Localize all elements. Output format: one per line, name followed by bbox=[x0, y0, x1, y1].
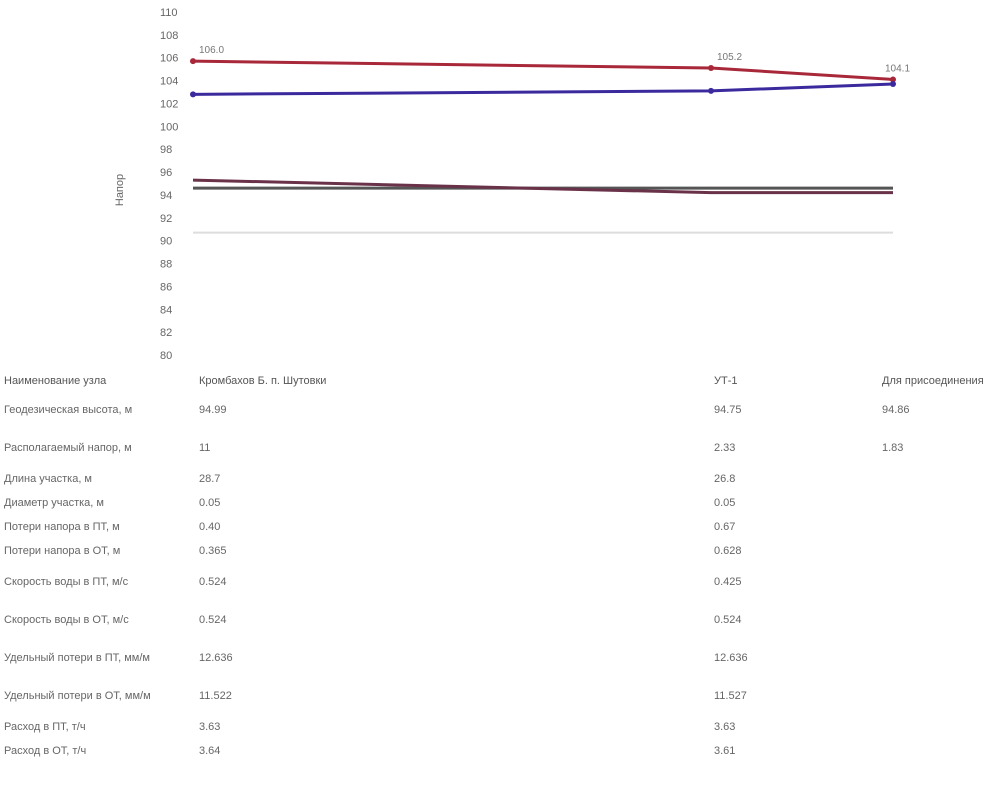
table-cell: 94.75 bbox=[714, 404, 742, 416]
series-point[interactable] bbox=[890, 81, 896, 88]
row-label: Скорость воды в ОТ, м/с bbox=[4, 614, 129, 626]
table-cell: 0.524 bbox=[199, 614, 227, 626]
series-point[interactable] bbox=[708, 87, 714, 94]
table-cell: 0.365 bbox=[199, 545, 227, 557]
y-axis-label: Напор bbox=[114, 174, 126, 206]
data-label: 105.2 bbox=[717, 52, 742, 63]
y-tick-label: 108 bbox=[160, 30, 178, 42]
table-cell: 11.522 bbox=[199, 690, 232, 702]
table-cell: 3.63 bbox=[199, 721, 221, 733]
table-cell: 3.64 bbox=[199, 745, 221, 757]
table-cell: 0.05 bbox=[714, 497, 736, 509]
table-cell: 2.33 bbox=[714, 442, 736, 454]
column-header: Кромбахов Б. п. Шутовки bbox=[199, 375, 327, 387]
row-label: Геодезическая высота, м bbox=[4, 404, 133, 416]
y-tick-label: 98 bbox=[160, 144, 172, 156]
y-tick-label: 94 bbox=[160, 190, 172, 202]
table-cell: 0.05 bbox=[199, 497, 221, 509]
table-cell bbox=[882, 491, 1002, 515]
table-cell bbox=[882, 539, 1002, 563]
row-label: Располагаемый напор, м bbox=[4, 442, 132, 454]
y-tick-label: 90 bbox=[160, 236, 172, 248]
row-label: Диаметр участка, м bbox=[4, 497, 104, 509]
table-cell bbox=[882, 739, 1002, 763]
table-row: Расход в ПТ, т/ч 3.63 3.63 bbox=[0, 715, 1002, 739]
y-tick-label: 88 bbox=[160, 259, 172, 271]
table-cell: 94.99 bbox=[199, 404, 227, 416]
table-row: Потери напора в ПТ, м 0.40 0.67 bbox=[0, 515, 1002, 539]
y-tick-label: 104 bbox=[160, 76, 178, 88]
y-tick-label: 92 bbox=[160, 213, 172, 225]
column-header: УТ-1 bbox=[714, 375, 738, 387]
data-labels: 106.0 105.2 104.1 bbox=[199, 45, 910, 74]
table-row: Расход в ОТ, т/ч 3.64 3.61 bbox=[0, 739, 1002, 763]
series-point[interactable] bbox=[190, 91, 196, 98]
row-label: Длина участка, м bbox=[4, 473, 92, 485]
table-cell bbox=[882, 715, 1002, 739]
table-cell: 3.63 bbox=[714, 721, 736, 733]
table-row: Диаметр участка, м 0.05 0.05 bbox=[0, 491, 1002, 515]
table-row: Удельный потери в ПТ, мм/м 12.636 12.636 bbox=[0, 639, 1002, 677]
column-header: Наименование узла bbox=[4, 375, 107, 387]
table-cell: 0.524 bbox=[714, 614, 742, 626]
table-cell: 12.636 bbox=[199, 652, 233, 664]
y-tick-label: 86 bbox=[160, 281, 172, 293]
table-cell: 1.83 bbox=[882, 442, 904, 454]
table-cell: 0.425 bbox=[714, 576, 742, 588]
row-label: Потери напора в ПТ, м bbox=[4, 521, 120, 533]
table-row: Скорость воды в ОТ, м/с 0.524 0.524 bbox=[0, 601, 1002, 639]
piezometric-chart: 110 108 106 104 102 100 98 96 94 92 90 88 86 84 82 80 1… bbox=[114, 7, 910, 362]
table-row: Потери напора в ОТ, м 0.365 0.628 bbox=[0, 539, 1002, 563]
y-tick-label: 106 bbox=[160, 53, 178, 65]
table-cell: 0.524 bbox=[199, 576, 227, 588]
table-cell bbox=[882, 563, 1002, 601]
table-cell: 11.527 bbox=[714, 690, 747, 702]
table-cell: 94.86 bbox=[882, 404, 910, 416]
table-row: Длина участка, м 28.7 26.8 bbox=[0, 467, 1002, 491]
table-row: Геодезическая высота, м 94.99 94.75 94.86 bbox=[0, 391, 1002, 429]
table-row: Удельный потери в ОТ, мм/м 11.522 11.527 bbox=[0, 677, 1002, 715]
table-row: Скорость воды в ПТ, м/с 0.524 0.425 bbox=[0, 563, 1002, 601]
y-tick-label: 80 bbox=[160, 350, 172, 362]
table-row: Располагаемый напор, м 11 2.33 1.83 bbox=[0, 429, 1002, 467]
series-line-3 bbox=[192, 178, 893, 195]
table-cell: 11 bbox=[199, 442, 211, 454]
y-tick-label: 84 bbox=[160, 304, 172, 316]
y-tick-label: 100 bbox=[160, 121, 178, 133]
table-cell: 28.7 bbox=[199, 473, 221, 485]
table-cell: 12.636 bbox=[714, 652, 748, 664]
series-line-1 bbox=[192, 82, 894, 96]
table-cell bbox=[882, 601, 1002, 639]
series-point[interactable] bbox=[708, 65, 714, 72]
row-label: Удельный потери в ПТ, мм/м bbox=[4, 652, 150, 664]
table-cell: 0.40 bbox=[199, 521, 221, 533]
series-point[interactable] bbox=[190, 58, 196, 65]
piezometer-table: Наименование узла Кромбахов Б. п. Шутовк… bbox=[0, 371, 1002, 763]
table-cell: 3.61 bbox=[714, 745, 736, 757]
series-layer bbox=[190, 58, 896, 234]
y-tick-label: 102 bbox=[160, 98, 178, 110]
row-label: Расход в ОТ, т/ч bbox=[4, 745, 87, 757]
table-cell bbox=[882, 677, 1002, 715]
table-cell: 0.67 bbox=[714, 521, 736, 533]
row-label: Потери напора в ОТ, м bbox=[4, 545, 121, 557]
table-cell: 0.628 bbox=[714, 545, 742, 557]
y-tick-label: 82 bbox=[160, 327, 172, 339]
series-line-0 bbox=[192, 59, 894, 81]
y-tick-label: 110 bbox=[160, 7, 178, 19]
data-label: 104.1 bbox=[885, 63, 910, 74]
data-label: 106.0 bbox=[199, 45, 224, 56]
y-tick-label: 96 bbox=[160, 167, 172, 179]
table-cell bbox=[882, 639, 1002, 677]
row-label: Удельный потери в ОТ, мм/м bbox=[4, 690, 151, 702]
table-cell bbox=[882, 515, 1002, 539]
row-label: Скорость воды в ПТ, м/с bbox=[4, 576, 129, 588]
series-point[interactable] bbox=[890, 76, 896, 83]
table-header-row: Наименование узла Кромбахов Б. п. Шутовк… bbox=[0, 371, 1002, 391]
table-cell: 26.8 bbox=[714, 473, 736, 485]
row-label: Расход в ПТ, т/ч bbox=[4, 721, 86, 733]
table-cell bbox=[882, 467, 1002, 491]
y-axis: 110 108 106 104 102 100 98 96 94 92 90 88 86 84 82 80 bbox=[160, 7, 178, 362]
column-header: Для присоединения bbox=[882, 375, 984, 387]
